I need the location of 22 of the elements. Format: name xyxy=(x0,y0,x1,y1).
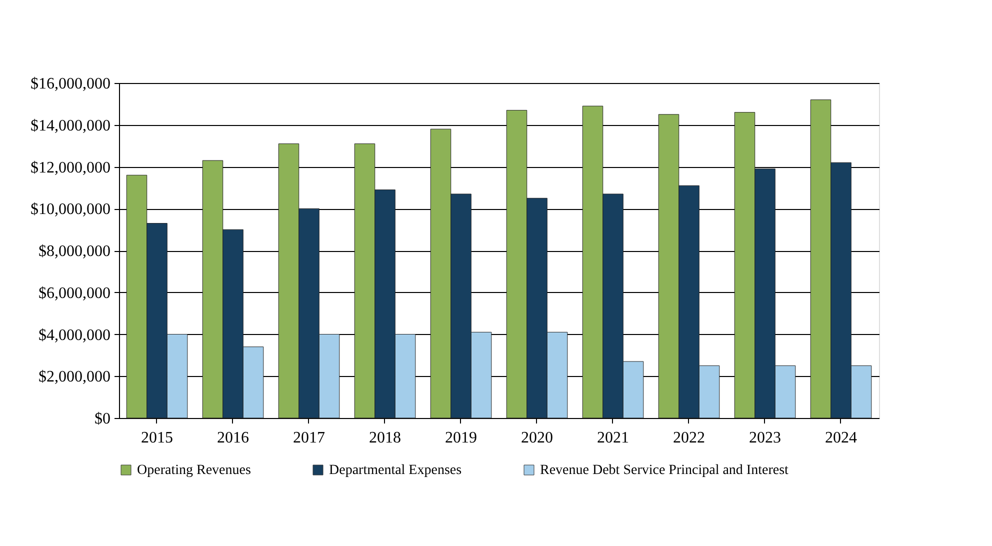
y-tick-label: $0 xyxy=(94,410,110,428)
y-tick-label: $10,000,000 xyxy=(30,201,110,218)
x-tick-label: 2019 xyxy=(445,430,477,446)
y-tick-label: $16,000,000 xyxy=(30,76,110,92)
y-tick-label: $2,000,000 xyxy=(38,368,110,386)
x-tick-label: 2015 xyxy=(141,430,173,446)
y-tick-label: $4,000,000 xyxy=(38,326,110,344)
x-tick-label: 2017 xyxy=(293,430,325,446)
y-tick-label: $14,000,000 xyxy=(30,117,110,134)
y-tick-label: $6,000,000 xyxy=(38,284,110,302)
x-tick-label: 2023 xyxy=(749,430,781,446)
x-tick-label: 2021 xyxy=(597,430,629,446)
y-tick-label: $12,000,000 xyxy=(30,159,110,176)
legend-label: Departmental Expenses xyxy=(329,463,462,478)
x-tick-label: 2016 xyxy=(217,430,249,446)
x-tick-label: 2018 xyxy=(369,430,401,446)
x-tick-label: 2020 xyxy=(521,430,553,446)
x-tick-label: 2022 xyxy=(673,430,705,446)
legend-label: Operating Revenues xyxy=(137,463,251,478)
x-tick-label: 2024 xyxy=(825,430,857,446)
y-tick-label: $8,000,000 xyxy=(38,243,110,260)
legend-label: Revenue Debt Service Principal and Interest xyxy=(540,463,789,478)
